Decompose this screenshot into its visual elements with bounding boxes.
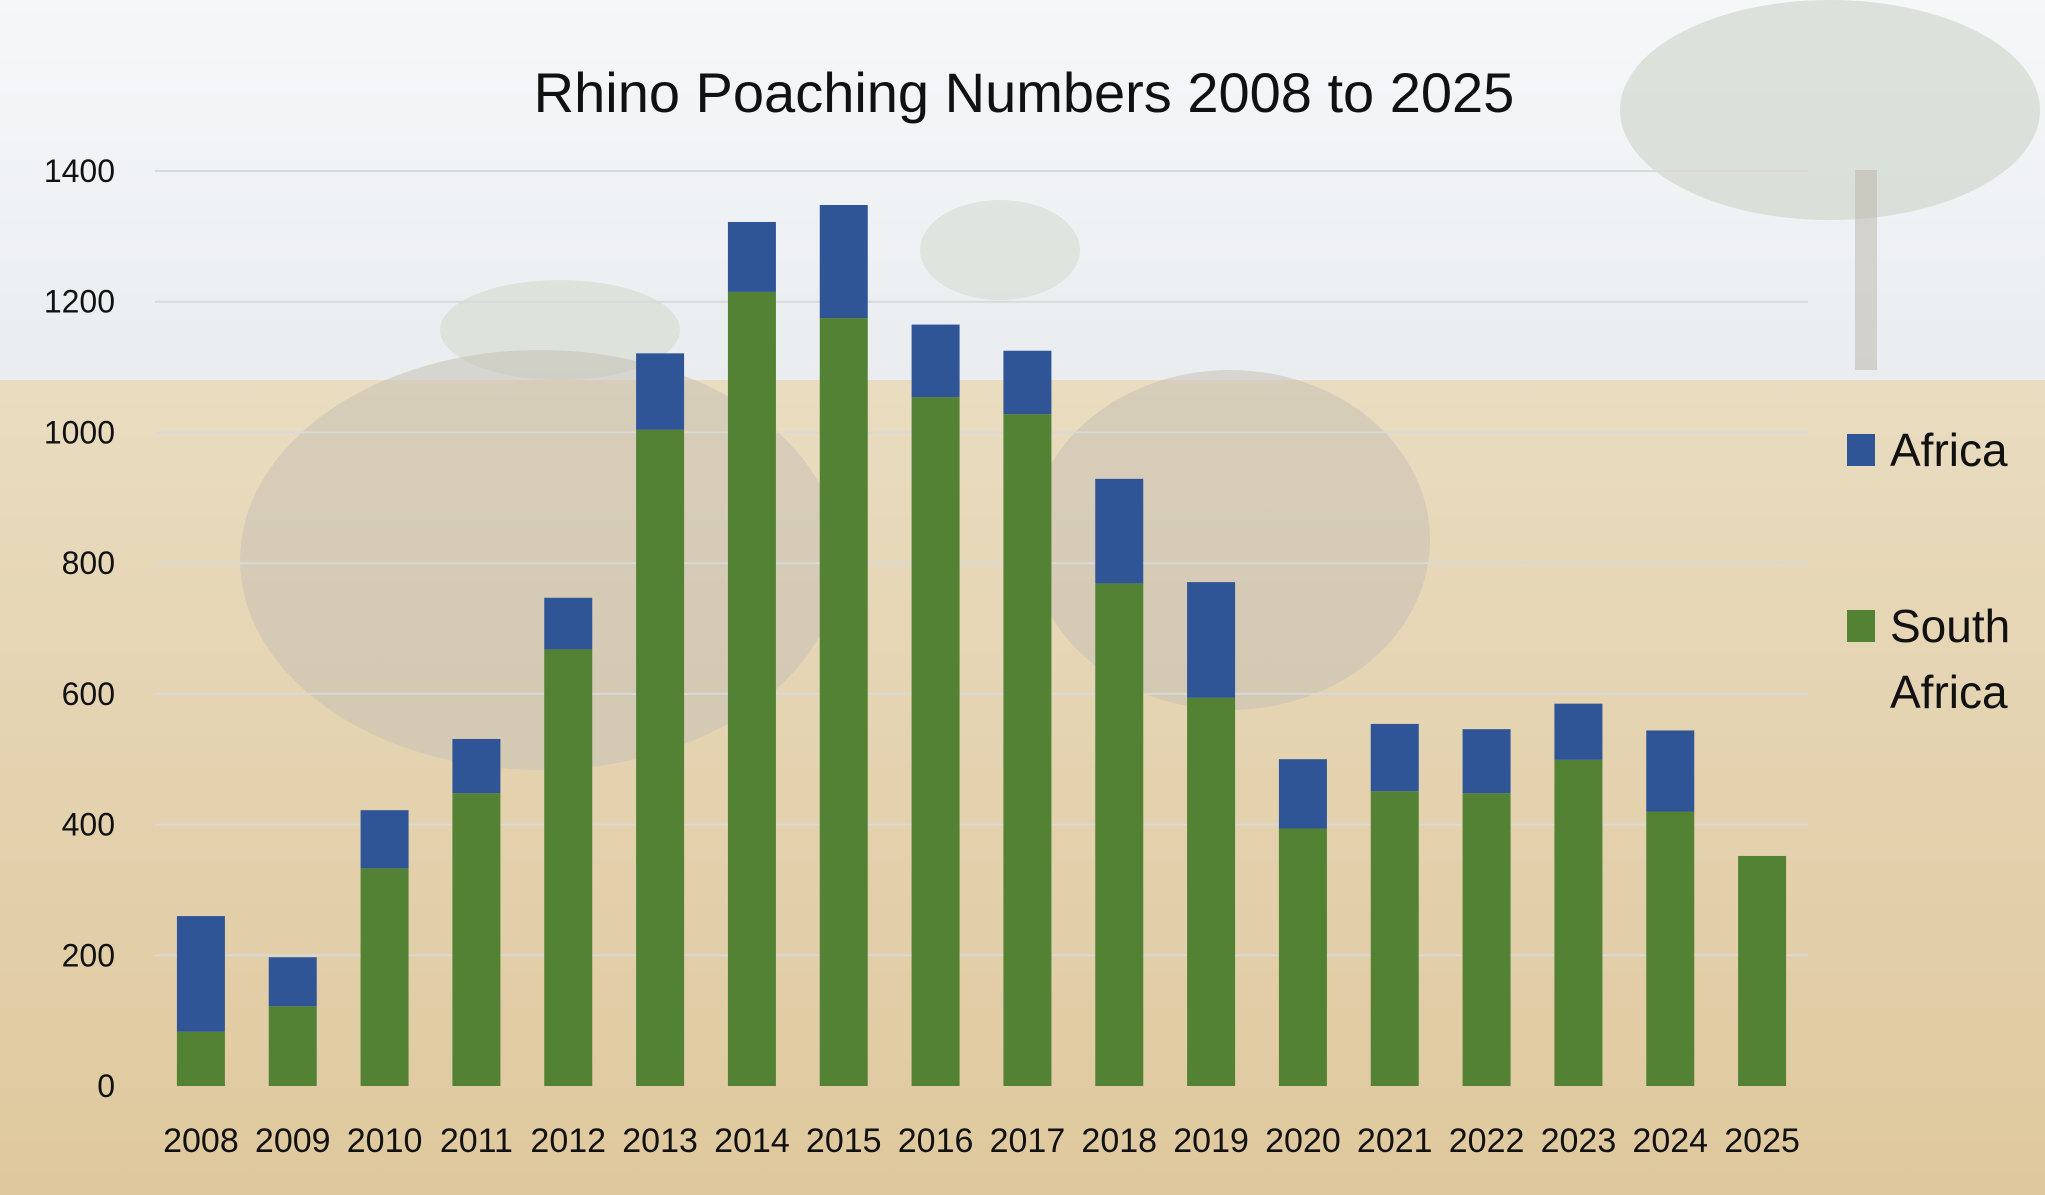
bar-africa-2019 — [1187, 582, 1236, 698]
bar-south-africa-2010 — [360, 868, 409, 1086]
x-tick-label: 2008 — [163, 1122, 239, 1160]
y-tick-label: 600 — [62, 676, 115, 712]
bar-south-africa-2014 — [727, 291, 776, 1086]
bar-south-africa-2024 — [1646, 811, 1695, 1086]
bar-south-africa-2008 — [176, 1031, 225, 1086]
x-tick-label: 2013 — [622, 1122, 698, 1160]
bar-africa-2009 — [268, 957, 317, 1007]
bar-africa-2008 — [176, 916, 225, 1032]
bar-south-africa-2019 — [1187, 697, 1236, 1086]
x-tick-label: 2025 — [1724, 1122, 1800, 1160]
legend-label: South — [1890, 600, 2010, 652]
bar-africa-2015 — [819, 204, 868, 319]
bar-south-africa-2015 — [819, 318, 868, 1086]
bar-south-africa-2018 — [1095, 583, 1144, 1086]
bar-south-africa-2009 — [268, 1006, 317, 1086]
y-tick-label: 1000 — [44, 414, 115, 450]
legend-swatch-africa — [1847, 434, 1875, 466]
x-tick-label: 2016 — [898, 1122, 974, 1160]
y-tick-label: 1200 — [44, 284, 115, 320]
bar-africa-2016 — [911, 324, 960, 398]
bar-south-africa-2023 — [1554, 759, 1603, 1086]
y-tick-label: 1400 — [44, 153, 115, 189]
bar-south-africa-2021 — [1370, 791, 1419, 1086]
legend-label: Africa — [1890, 666, 2008, 718]
x-tick-label: 2011 — [440, 1122, 513, 1160]
bar-africa-2024 — [1646, 730, 1695, 812]
x-tick-label: 2022 — [1449, 1122, 1525, 1160]
bar-south-africa-2013 — [636, 429, 685, 1086]
legend-swatch-south-africa — [1847, 610, 1875, 642]
y-tick-label: 400 — [62, 807, 115, 843]
bar-africa-2017 — [1003, 350, 1052, 415]
bar-south-africa-2016 — [911, 397, 960, 1086]
bar-africa-2014 — [727, 221, 776, 292]
x-tick-label: 2009 — [255, 1122, 331, 1160]
bar-africa-2022 — [1462, 729, 1511, 794]
x-tick-label: 2018 — [1081, 1122, 1157, 1160]
bar-south-africa-2012 — [544, 649, 593, 1086]
y-tick-label: 0 — [97, 1068, 115, 1104]
x-tick-label: 2017 — [990, 1122, 1066, 1160]
x-tick-label: 2015 — [806, 1122, 882, 1160]
x-tick-label: 2021 — [1357, 1122, 1433, 1160]
x-tick-label: 2012 — [530, 1122, 606, 1160]
y-tick-label: 200 — [62, 937, 115, 973]
x-tick-label: 2014 — [714, 1122, 790, 1160]
bar-south-africa-2022 — [1462, 793, 1511, 1086]
x-tick-label: 2010 — [347, 1122, 423, 1160]
y-tick-label: 800 — [62, 545, 115, 581]
legend-label: Africa — [1890, 424, 2008, 476]
bar-africa-2018 — [1095, 478, 1144, 584]
bar-africa-2023 — [1554, 703, 1603, 760]
bar-south-africa-2020 — [1278, 828, 1327, 1086]
x-tick-label: 2019 — [1173, 1122, 1249, 1160]
bar-south-africa-2017 — [1003, 414, 1052, 1087]
chart-title: Rhino Poaching Numbers 2008 to 2025 — [534, 61, 1515, 124]
bar-africa-2012 — [544, 597, 593, 650]
bar-africa-2021 — [1370, 723, 1419, 792]
bar-africa-2013 — [636, 353, 685, 430]
bar-africa-2020 — [1278, 759, 1327, 829]
bar-africa-2010 — [360, 810, 409, 869]
bar-africa-2011 — [452, 738, 501, 794]
x-tick-label: 2023 — [1541, 1122, 1617, 1160]
x-tick-label: 2024 — [1632, 1122, 1708, 1160]
bar-south-africa-2011 — [452, 793, 501, 1086]
bar-south-africa-2025 — [1738, 855, 1787, 1086]
x-tick-label: 2020 — [1265, 1122, 1341, 1160]
